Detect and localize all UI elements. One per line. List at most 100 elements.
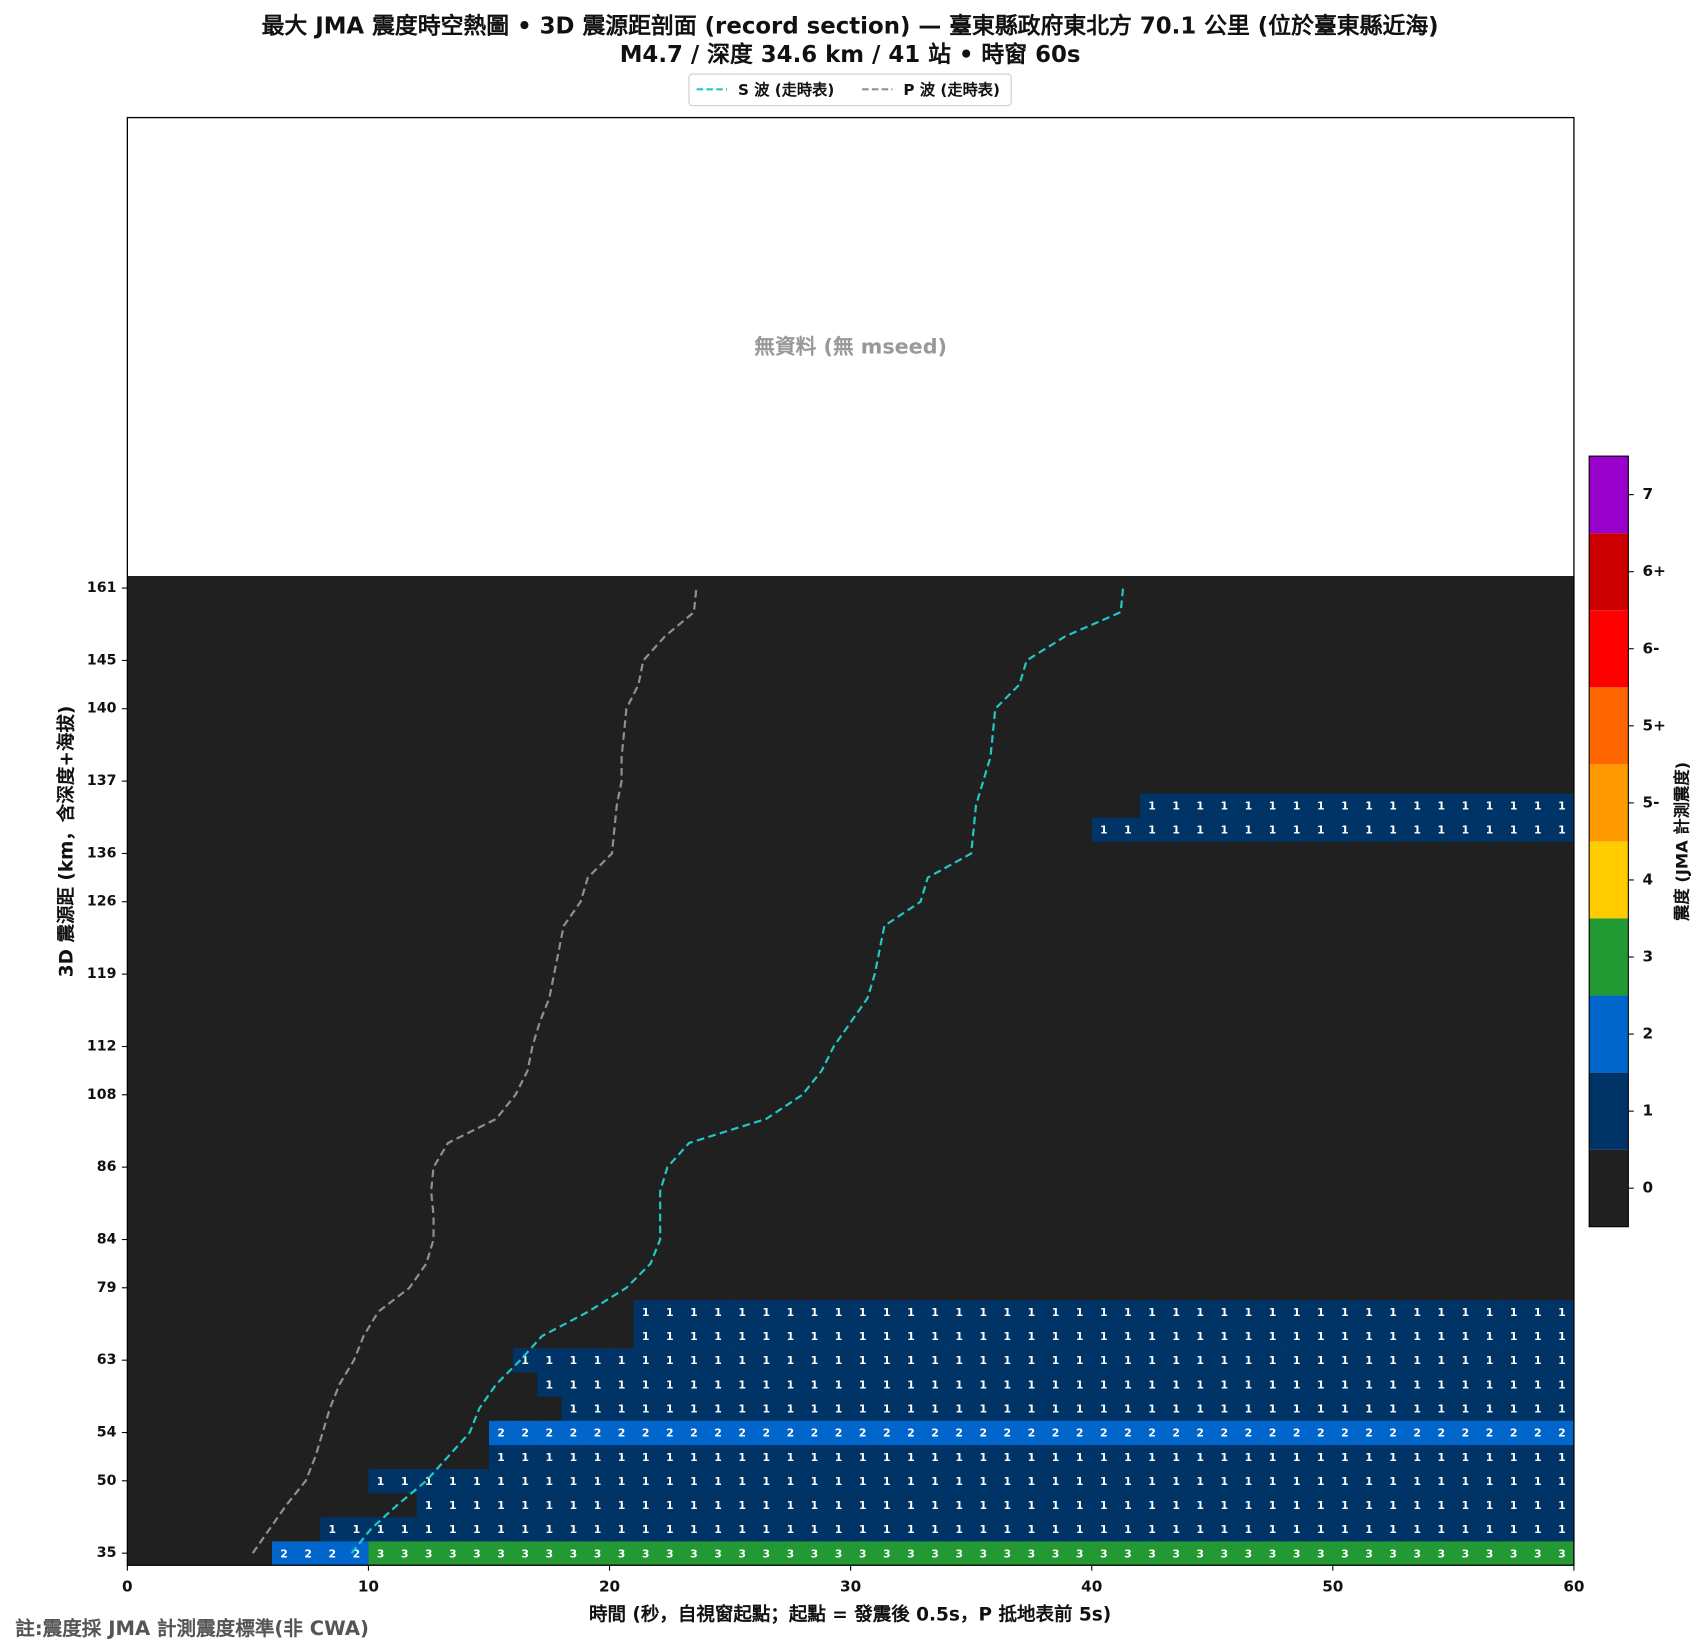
cell-label: 1 xyxy=(1124,1499,1132,1512)
heatmap-cell xyxy=(1043,744,1068,770)
cell-label: 1 xyxy=(787,1330,795,1343)
cell-label: 1 xyxy=(738,1523,746,1536)
cell-label: 1 xyxy=(1558,1330,1566,1343)
heatmap-cell xyxy=(1091,1179,1117,1204)
heatmap-cell xyxy=(850,1541,876,1566)
heatmap-cell xyxy=(537,576,562,601)
heatmap-cell xyxy=(392,1372,417,1397)
cell-label: 1 xyxy=(1438,1354,1446,1367)
heatmap-cell xyxy=(416,1323,442,1349)
heatmap-cell xyxy=(826,576,851,601)
heatmap-cell xyxy=(199,1396,225,1421)
cell-label: 1 xyxy=(811,1475,819,1488)
heatmap-cell xyxy=(1091,841,1117,866)
heatmap-cell xyxy=(1284,1179,1310,1204)
cell-label: 1 xyxy=(1221,1378,1229,1391)
heatmap-cell xyxy=(1164,1275,1189,1301)
cell-label: 1 xyxy=(1052,1451,1060,1464)
cell-label: 1 xyxy=(1389,1451,1397,1464)
heatmap-cell xyxy=(754,696,779,722)
heatmap-cell xyxy=(1477,913,1502,939)
heatmap-cell xyxy=(826,1082,851,1108)
heatmap-cell xyxy=(1188,744,1213,770)
cell-label: 1 xyxy=(1317,1451,1325,1464)
heatmap-cell xyxy=(826,1010,851,1035)
heatmap-cell xyxy=(151,1396,176,1421)
heatmap-cell xyxy=(1019,1541,1044,1566)
heatmap-cell xyxy=(754,1058,779,1084)
cell-label: 1 xyxy=(1148,1523,1156,1536)
heatmap-cell xyxy=(127,865,152,890)
heatmap-cell xyxy=(537,1541,562,1566)
heatmap-cell xyxy=(151,986,176,1011)
heatmap-cell xyxy=(1260,937,1285,963)
heatmap-cell xyxy=(802,1155,827,1180)
heatmap-cell xyxy=(898,744,924,770)
heatmap-cell xyxy=(223,624,249,649)
heatmap-cell xyxy=(440,793,466,818)
heatmap-cell xyxy=(537,1372,562,1397)
heatmap-cell xyxy=(1453,1155,1478,1180)
heatmap-cell xyxy=(1477,1299,1502,1325)
heatmap-cell xyxy=(1043,1492,1068,1518)
heatmap-cell xyxy=(199,793,225,818)
heatmap-cell xyxy=(1525,648,1551,673)
heatmap-cell xyxy=(585,865,610,890)
heatmap-cell xyxy=(1236,962,1261,987)
heatmap-cell xyxy=(633,1396,659,1421)
cell-label: 1 xyxy=(955,1330,963,1343)
cell-label: 1 xyxy=(714,1330,722,1343)
heatmap-cell xyxy=(922,769,948,794)
heatmap-cell xyxy=(898,1251,924,1277)
heatmap-cell xyxy=(1356,1179,1382,1204)
heatmap-cell xyxy=(1164,1420,1189,1445)
heatmap-cell xyxy=(657,1516,683,1542)
heatmap-cell xyxy=(778,1130,803,1156)
heatmap-cell xyxy=(657,1010,683,1035)
heatmap-cell xyxy=(1164,1516,1189,1542)
heatmap-cell xyxy=(561,865,586,890)
heatmap-cell xyxy=(440,986,466,1011)
heatmap-cell xyxy=(1284,817,1310,842)
heatmap-cell xyxy=(320,865,345,890)
heatmap-cell xyxy=(922,648,948,673)
heatmap-cell xyxy=(1525,1420,1551,1445)
cell-label: 1 xyxy=(1510,1475,1518,1488)
colorbar-swatch xyxy=(1589,533,1629,611)
heatmap-cell xyxy=(1091,1058,1117,1084)
heatmap-cell xyxy=(1501,913,1527,939)
heatmap-cell xyxy=(199,1010,225,1035)
heatmap-cell xyxy=(730,744,755,770)
heatmap-cell xyxy=(464,962,490,987)
cell-label: 1 xyxy=(1245,1523,1253,1536)
heatmap-cell xyxy=(1549,1010,1575,1035)
heatmap-cell xyxy=(1381,696,1406,722)
heatmap-cell xyxy=(1356,1541,1382,1566)
heatmap-cell xyxy=(1549,937,1575,963)
cell-label: 1 xyxy=(1510,1378,1518,1391)
cell-label: 1 xyxy=(1486,1451,1494,1464)
heatmap-cell xyxy=(802,1323,827,1349)
heatmap-cell xyxy=(344,648,369,673)
heatmap-cell xyxy=(488,817,514,842)
heatmap-cell xyxy=(272,1468,297,1494)
heatmap-cell xyxy=(1260,1227,1285,1252)
heatmap-cell xyxy=(585,962,610,987)
heatmap-cell xyxy=(1164,744,1189,770)
cell-label: 1 xyxy=(1365,1499,1373,1512)
heatmap-cell xyxy=(127,1058,152,1084)
cell-label: 1 xyxy=(1462,1475,1470,1488)
heatmap-cell xyxy=(223,1299,249,1325)
heatmap-cell xyxy=(175,769,201,794)
cell-label: 1 xyxy=(762,1403,770,1416)
cell-label: 1 xyxy=(883,1330,891,1343)
heatmap-cell xyxy=(175,1203,201,1228)
heatmap-cell xyxy=(320,889,345,915)
heatmap-cell xyxy=(127,913,152,939)
heatmap-cell xyxy=(1164,1372,1189,1397)
heatmap-cell xyxy=(995,1227,1020,1252)
heatmap-cell xyxy=(247,1275,273,1301)
heatmap-cell xyxy=(681,1323,707,1349)
heatmap-cell xyxy=(705,865,731,890)
cell-label: 1 xyxy=(1269,1306,1277,1319)
